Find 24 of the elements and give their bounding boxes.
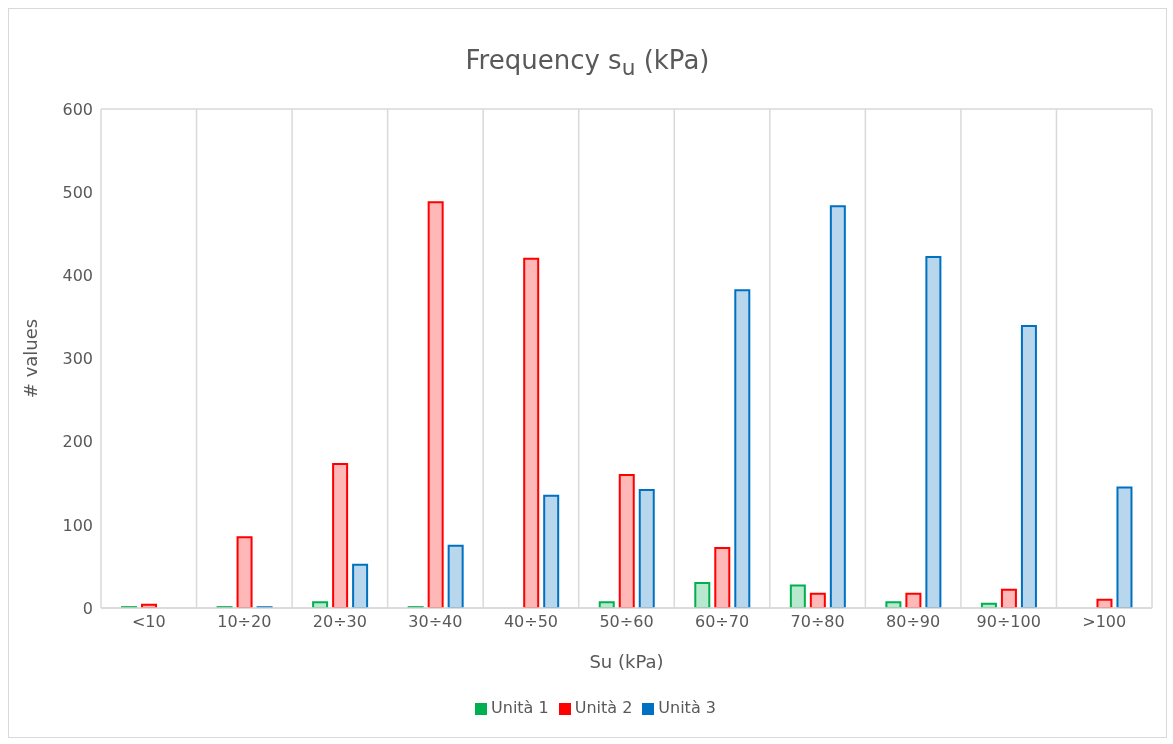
y-tick-label: 600 <box>62 99 93 119</box>
x-tick-label: 50÷60 <box>599 612 654 632</box>
y-tick-label: 200 <box>62 432 93 452</box>
y-tick-label: 400 <box>62 266 93 286</box>
y-tick-label: 500 <box>62 182 93 202</box>
legend-label: Unità 2 <box>574 698 633 717</box>
x-tick-label: 60÷70 <box>694 612 750 632</box>
y-axis-title: # values <box>20 318 42 399</box>
x-axis-title: Su (kPa) <box>589 651 664 672</box>
x-tick-label: 80÷90 <box>886 612 941 632</box>
x-tick-label: 10÷20 <box>217 612 272 632</box>
x-tick-label: >100 <box>1082 612 1127 632</box>
x-tick-label: 90÷100 <box>976 612 1041 632</box>
x-tick-label: 20÷30 <box>312 612 367 632</box>
x-tick-label: 30÷40 <box>408 612 463 632</box>
y-tick-label: 100 <box>62 515 93 535</box>
y-tick-label: 300 <box>62 349 93 369</box>
chart-title: Frequency s$_{u}$ (kPa) <box>464 45 711 81</box>
legend-label: Unità 1 <box>491 698 549 717</box>
legend-label: Unità 3 <box>658 698 716 717</box>
x-tick-label: <10 <box>131 612 166 632</box>
x-tick-label: 40÷50 <box>503 612 559 632</box>
y-tick-label: 0 <box>82 598 93 618</box>
x-tick-label: 70÷80 <box>790 612 845 632</box>
